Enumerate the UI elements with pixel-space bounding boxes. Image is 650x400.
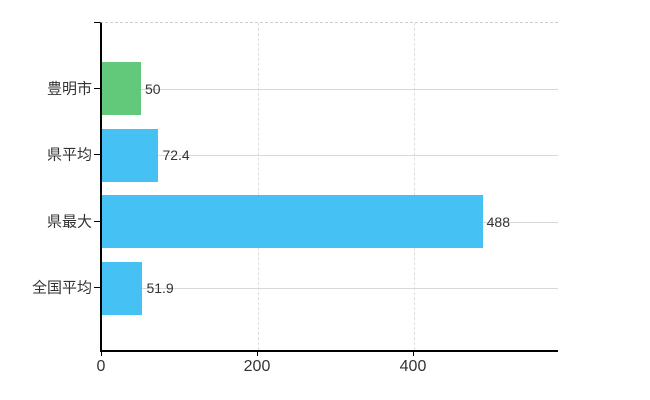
x-tick-label: 0 <box>96 358 106 375</box>
grid-line-vertical <box>414 23 415 350</box>
category-label: 豊明市 <box>46 80 92 97</box>
value-label: 488 <box>486 213 510 230</box>
x-tick-label: 200 <box>243 358 271 375</box>
x-axis-tick <box>257 350 258 356</box>
category-label: 県最大 <box>46 213 92 230</box>
grid-line-horizontal <box>102 88 558 90</box>
bar <box>102 128 159 182</box>
bar <box>102 195 483 248</box>
grid-line-horizontal <box>102 155 558 156</box>
y-axis-tick <box>94 220 100 222</box>
grid-line-vertical <box>258 23 259 350</box>
bar <box>102 62 141 115</box>
y-axis-tick <box>94 287 100 288</box>
x-axis-tick <box>413 350 414 356</box>
plot-area: 50 72.4 488 51.9 <box>100 22 558 352</box>
value-label: 72.4 <box>162 147 190 163</box>
category-label: 全国平均 <box>31 279 92 297</box>
value-label: 50 <box>145 80 161 97</box>
y-axis-tick <box>94 87 100 89</box>
bar <box>102 261 143 315</box>
y-axis-top-tick <box>94 22 100 23</box>
y-axis-tick <box>94 154 100 155</box>
x-axis-tick <box>101 350 102 356</box>
grid-line-horizontal <box>102 288 558 289</box>
category-label: 県平均 <box>46 146 92 164</box>
value-label: 51.9 <box>146 280 174 296</box>
x-tick-label: 400 <box>399 358 427 375</box>
